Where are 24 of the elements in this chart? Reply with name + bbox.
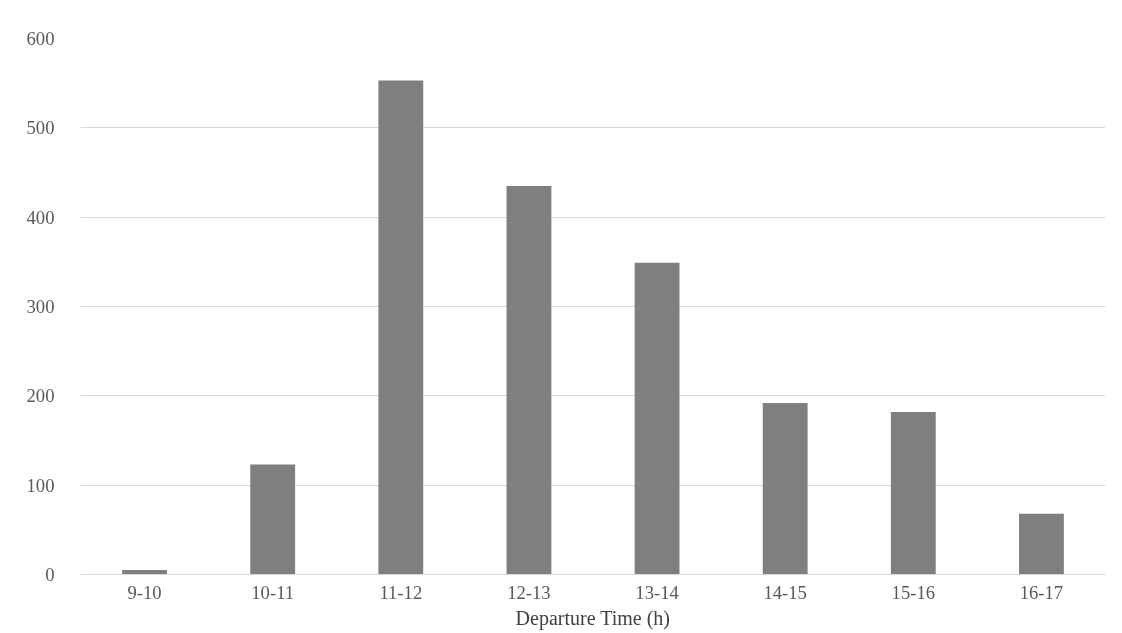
y-tick-label: 600 bbox=[26, 28, 55, 49]
x-tick-label: 10-11 bbox=[251, 581, 295, 603]
x-axis-title: Departure Time (h) bbox=[515, 606, 671, 630]
x-tick-label: 12-13 bbox=[507, 581, 551, 603]
y-tick-label: 300 bbox=[26, 296, 55, 317]
y-tick-label: 100 bbox=[26, 474, 55, 496]
y-tick-label: 200 bbox=[26, 385, 55, 407]
bar bbox=[634, 262, 680, 575]
bar bbox=[890, 411, 936, 575]
bar bbox=[122, 570, 167, 575]
y-tick-label: 400 bbox=[26, 206, 55, 228]
x-tick-label: 16-17 bbox=[1019, 581, 1064, 603]
x-tick-label: 9-10 bbox=[127, 581, 162, 603]
bar bbox=[378, 80, 424, 575]
y-tick-label: 500 bbox=[26, 117, 55, 139]
x-tick-label: 15-16 bbox=[891, 581, 936, 603]
x-tick-label: 13-14 bbox=[635, 581, 680, 603]
x-tick-label: 14-15 bbox=[763, 581, 807, 603]
x-tick-label: 11-12 bbox=[379, 581, 423, 603]
bar bbox=[250, 464, 296, 575]
bar bbox=[1019, 513, 1064, 575]
bar bbox=[762, 402, 808, 575]
y-tick-label: 0 bbox=[45, 564, 55, 585]
bar bbox=[506, 185, 552, 575]
